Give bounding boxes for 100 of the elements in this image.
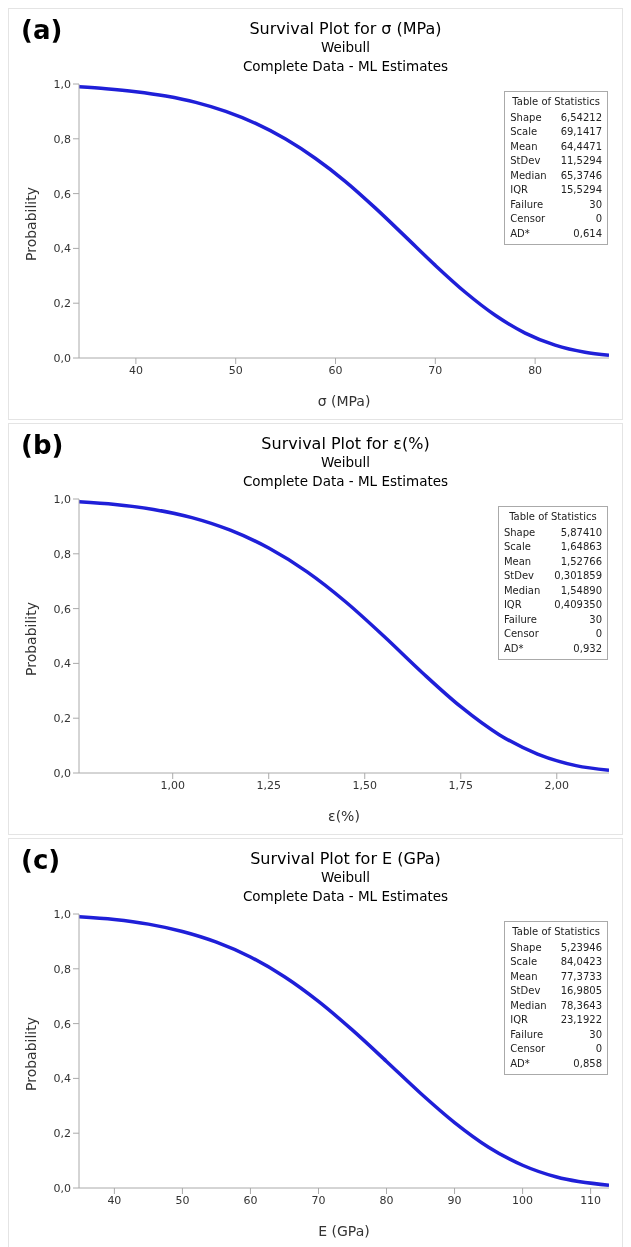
- annotation: 30: [588, 1027, 602, 1042]
- annotation: Median: [503, 583, 542, 598]
- annotation: 84,0423: [560, 955, 602, 969]
- x-tick-label: 60: [328, 363, 343, 377]
- annotation: Median: [510, 168, 548, 183]
- annotation: 65,3746: [560, 168, 602, 183]
- x-tick-label: 110: [580, 1193, 602, 1207]
- y-tick-label: 0,6: [53, 1017, 71, 1031]
- annotation: 16,9805: [560, 984, 602, 998]
- annotation: Failure: [510, 197, 545, 212]
- x-tick-label: 1,25: [256, 778, 281, 792]
- annotation: StDev: [510, 154, 542, 168]
- text: (b): [21, 430, 64, 460]
- y-axis-title: Probability: [22, 1016, 39, 1091]
- annotation: Shape: [510, 110, 543, 125]
- x-axis-title: E (GPa): [318, 1223, 370, 1239]
- annotation: Scale: [503, 540, 532, 554]
- annotation: Censor: [510, 1042, 547, 1056]
- chart-subtitle: Weibull Complete Data - ML Estimates: [241, 868, 450, 906]
- annotation: 0: [594, 627, 602, 641]
- annotation: Failure: [510, 1027, 545, 1042]
- annotation: 11,5294: [560, 154, 602, 168]
- annotation: IQR: [503, 598, 523, 612]
- annotation: 23,1922: [560, 1013, 602, 1027]
- x-tick-label: 80: [379, 1193, 394, 1207]
- annotation: 0,858: [572, 1056, 602, 1071]
- y-tick-label: 0,8: [53, 547, 71, 561]
- annotation: 78,3643: [560, 998, 602, 1013]
- annotation: 0: [594, 1042, 602, 1056]
- annotation: 0,932: [572, 641, 602, 656]
- x-tick-label: 60: [243, 1193, 258, 1207]
- annotation: 69,1417: [560, 125, 602, 139]
- annotation: StDev: [503, 569, 535, 583]
- annotation: 6,54212: [560, 110, 602, 125]
- x-tick-label: 50: [228, 363, 243, 377]
- x-tick-label: 80: [528, 363, 543, 377]
- y-tick-label: 0,0: [53, 766, 71, 780]
- chart-title: Survival Plot for ε(%): [260, 434, 431, 453]
- x-tick-label: 1,00: [160, 778, 185, 792]
- annotation: Failure: [503, 612, 538, 627]
- text: (a): [21, 15, 63, 45]
- annotation: Mean: [510, 139, 539, 154]
- annotation: Table of Statistics: [508, 510, 598, 524]
- annotation: AD*: [510, 226, 531, 241]
- y-axis-title: Probability: [22, 601, 39, 676]
- annotation: Table of Statistics: [511, 95, 601, 109]
- annotation: 0,301859: [554, 569, 602, 583]
- x-tick-label: 70: [428, 363, 443, 377]
- annotation: 30: [588, 612, 602, 627]
- y-tick-label: 0,2: [53, 297, 71, 311]
- x-tick-label: 2,00: [544, 778, 570, 792]
- y-tick-label: 0,8: [53, 132, 71, 146]
- x-tick-label: 50: [175, 1193, 190, 1207]
- y-tick-label: 0,2: [53, 712, 71, 726]
- annotation: Censor: [510, 212, 547, 226]
- x-tick-label: 1,50: [352, 778, 377, 792]
- y-tick-label: 1,0: [53, 492, 71, 506]
- x-tick-label: 70: [311, 1193, 326, 1207]
- annotation: 0: [594, 212, 602, 226]
- annotation: 77,3733: [560, 969, 602, 984]
- annotation: StDev: [510, 984, 542, 998]
- annotation: Table of Statistics: [511, 925, 601, 939]
- annotation: 30: [588, 197, 602, 212]
- x-tick-label: 90: [447, 1193, 462, 1207]
- x-tick-label: 100: [512, 1193, 534, 1207]
- y-tick-label: 0,4: [53, 1072, 71, 1086]
- chart-title: Survival Plot for σ (MPa): [248, 19, 443, 38]
- y-tick-label: 1,0: [53, 77, 71, 91]
- annotation: 15,5294: [560, 183, 602, 197]
- annotation: Scale: [510, 955, 539, 969]
- annotation: Mean: [510, 969, 539, 984]
- y-tick-label: 0,6: [53, 602, 71, 616]
- annotation: 0,614: [572, 226, 602, 241]
- y-tick-label: 0,2: [53, 1127, 71, 1141]
- annotation: AD*: [503, 641, 525, 656]
- annotation: IQR: [510, 1013, 530, 1027]
- annotation: 5,23946: [560, 940, 602, 955]
- chart-subtitle: Weibull Complete Data - ML Estimates: [241, 453, 450, 491]
- y-tick-label: 0,4: [53, 657, 71, 671]
- y-tick-label: 0,6: [53, 187, 71, 201]
- annotation: 64,4471: [560, 139, 602, 154]
- y-tick-label: 0,8: [53, 962, 71, 976]
- annotation: 0,409350: [554, 598, 602, 612]
- annotation: Scale: [510, 125, 539, 139]
- x-axis-title: σ (MPa): [317, 393, 371, 409]
- y-axis-title: Probability: [22, 186, 39, 261]
- y-tick-label: 0,4: [53, 242, 71, 256]
- x-tick-label: 40: [128, 363, 143, 377]
- annotation: 1,52766: [559, 554, 602, 569]
- annotation: 1,54890: [559, 583, 602, 598]
- annotation: Mean: [503, 554, 533, 569]
- text: (c): [21, 845, 61, 875]
- x-tick-label: 40: [107, 1193, 122, 1207]
- annotation: Median: [510, 998, 548, 1013]
- y-tick-label: 0,0: [53, 1181, 71, 1195]
- chart-subtitle: Weibull Complete Data - ML Estimates: [241, 38, 450, 76]
- chart-title: Survival Plot for E (GPa): [249, 849, 442, 868]
- annotation: Censor: [503, 627, 540, 641]
- annotation: IQR: [510, 183, 530, 197]
- y-tick-label: 0,0: [53, 351, 71, 365]
